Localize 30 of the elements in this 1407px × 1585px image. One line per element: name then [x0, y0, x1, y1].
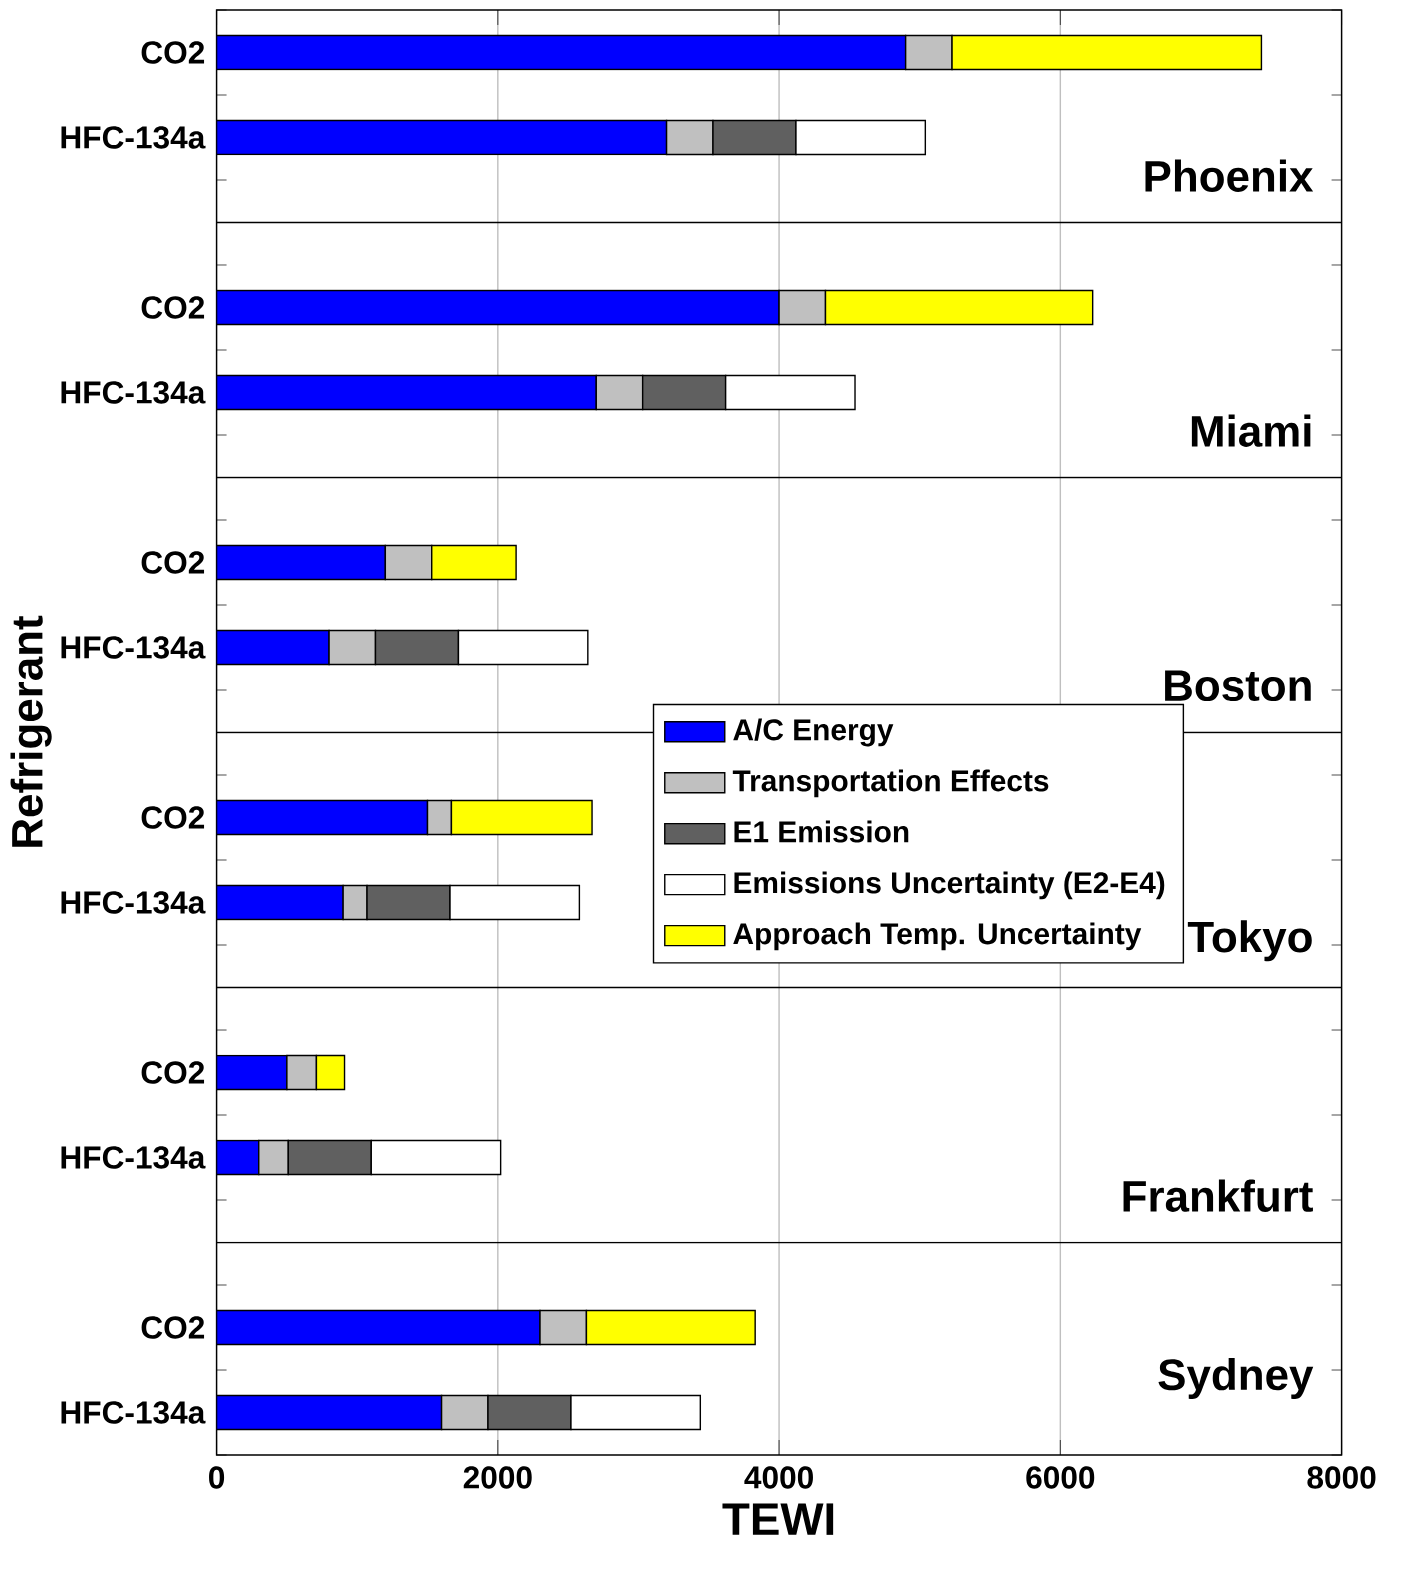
y-tick-label: HFC-134a [61, 1401, 206, 1424]
x-tick-label: 0 [209, 1466, 225, 1489]
legend-label: E1 Emission [734, 820, 909, 843]
annotation: Frankfurt [1123, 1179, 1314, 1212]
annotation: Boston [1165, 670, 1311, 702]
y-tick-label: CO2 [141, 1061, 205, 1084]
y-tick-label: CO2 [141, 806, 205, 829]
x-tick-label: 4000 [744, 1466, 814, 1489]
y-axis-title: Refrigerant [10, 615, 52, 847]
y-tick-label: HFC-134a [61, 381, 206, 404]
y-tick-label: HFC-134a [61, 126, 206, 149]
y-tick-label: HFC-134a [61, 891, 206, 914]
y-tick-label: CO2 [141, 1316, 205, 1339]
y-tick-label: CO2 [141, 551, 205, 574]
x-axis-title: TEWI [722, 1503, 834, 1535]
y-tick-label: CO2 [141, 41, 205, 64]
y-tick-label: HFC-134a [61, 1146, 206, 1169]
annotation: Sydney [1158, 1358, 1314, 1399]
x-tick-label: 6000 [1026, 1466, 1095, 1489]
x-tick-label: 8000 [1307, 1466, 1376, 1489]
legend-label: Emissions Uncertainty (E2-E4) [734, 871, 1165, 900]
legend-label: A/C Energy [733, 718, 894, 747]
annotation: Phoenix [1145, 159, 1314, 192]
legend-label: Transportation Effects [733, 769, 1049, 798]
x-tick-label: 2000 [463, 1466, 532, 1489]
annotation: Miami [1192, 414, 1311, 447]
legend-label: Approach Temp. Uncertainty [733, 922, 1142, 951]
y-tick-label: HFC-134a [61, 636, 206, 659]
y-tick-label: CO2 [141, 296, 205, 319]
annotation: Tokyo [1188, 920, 1312, 962]
